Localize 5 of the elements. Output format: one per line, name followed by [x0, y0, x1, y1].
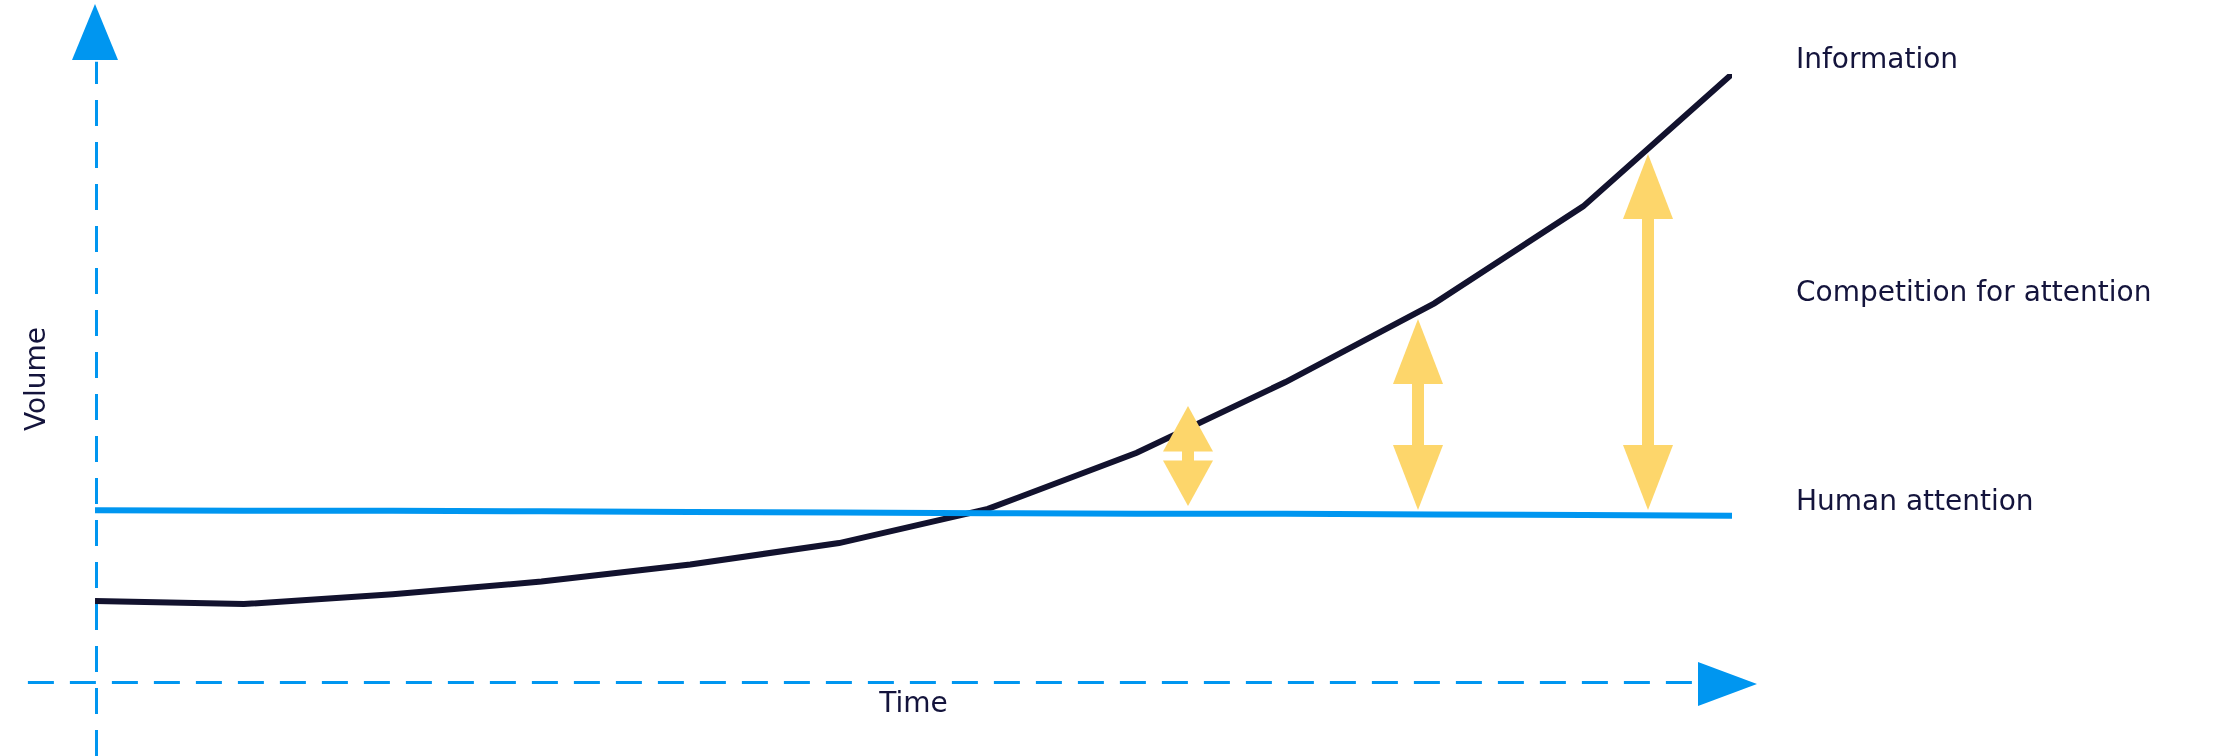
y-axis-title: Volume	[18, 326, 52, 432]
text: Information	[1796, 42, 1959, 75]
text: Human attention	[1796, 484, 2034, 517]
x-axis-title: Time	[878, 686, 948, 720]
text: Competition for attention	[1796, 275, 2152, 308]
